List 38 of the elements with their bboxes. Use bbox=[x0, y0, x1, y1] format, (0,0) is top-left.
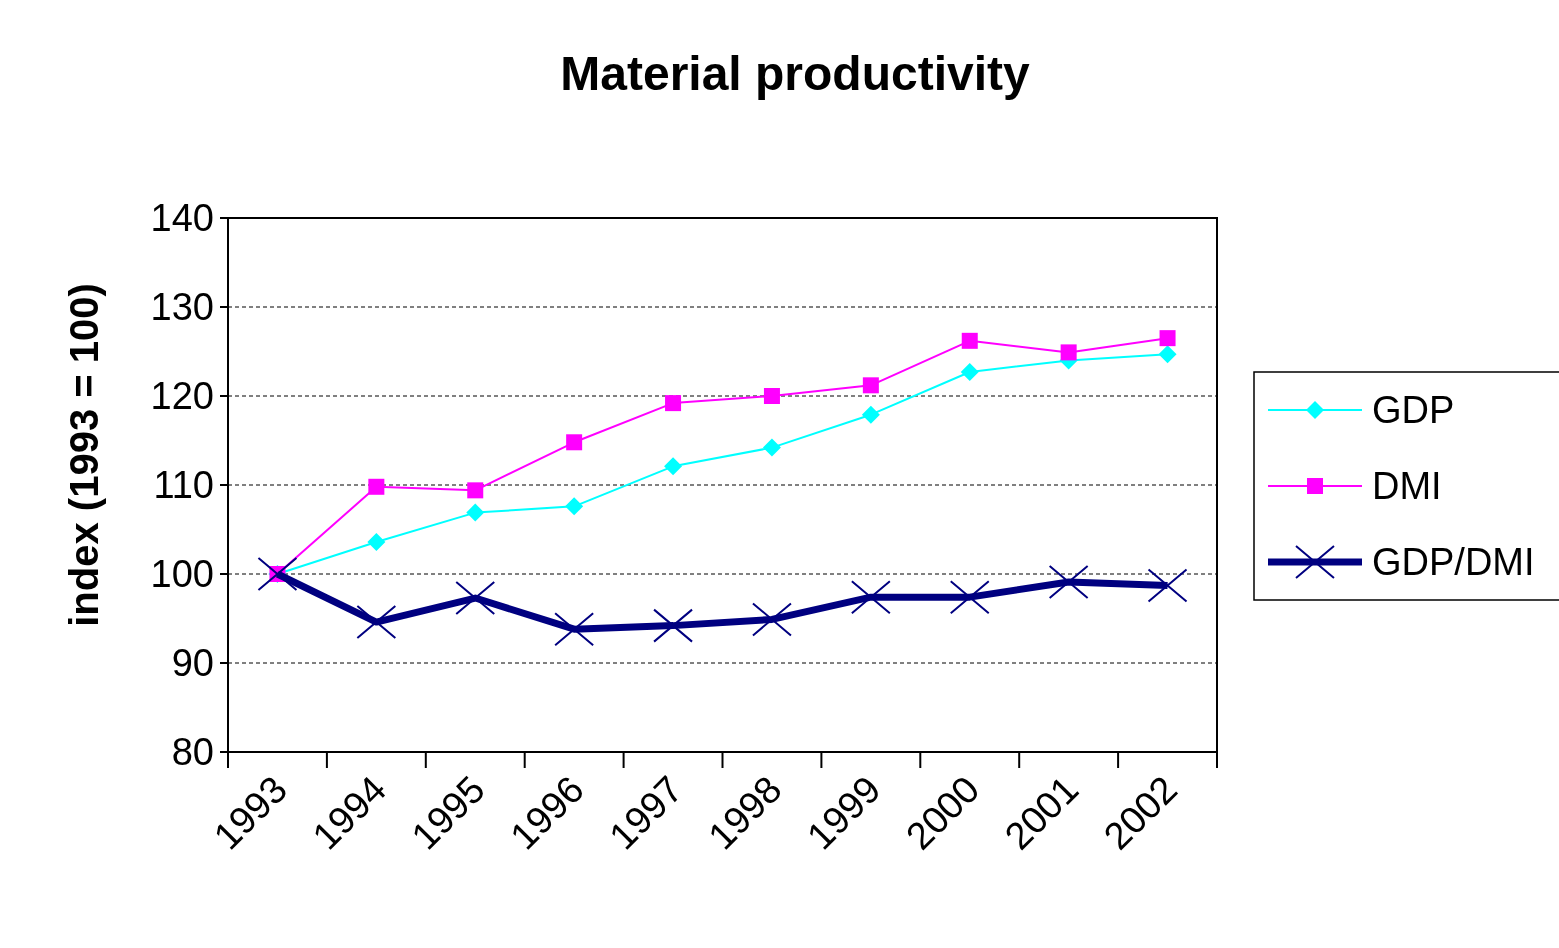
point bbox=[455, 581, 496, 616]
point bbox=[861, 405, 880, 424]
y-tick-label: 130 bbox=[150, 286, 214, 329]
point bbox=[554, 612, 595, 647]
y-tick-label: 120 bbox=[150, 375, 214, 418]
chart-title: Material productivity bbox=[560, 47, 1031, 100]
y-axis-title: index (1993 = 100) bbox=[62, 283, 106, 627]
point bbox=[1158, 345, 1177, 364]
legend-label: GDP bbox=[1372, 389, 1455, 432]
point bbox=[762, 438, 781, 457]
point bbox=[653, 608, 694, 643]
point bbox=[368, 478, 385, 495]
legend-label: GDP/DMI bbox=[1372, 541, 1535, 584]
point bbox=[664, 457, 683, 476]
point bbox=[961, 332, 978, 349]
y-tick-label: 140 bbox=[150, 197, 214, 240]
point bbox=[1159, 330, 1176, 347]
point bbox=[367, 532, 386, 551]
point bbox=[1060, 344, 1077, 361]
point bbox=[467, 482, 484, 499]
y-tick-label: 90 bbox=[171, 642, 214, 685]
y-tick-label: 100 bbox=[150, 553, 214, 596]
point bbox=[466, 503, 485, 522]
point bbox=[949, 580, 990, 615]
point bbox=[566, 434, 583, 451]
point bbox=[1147, 568, 1188, 603]
point bbox=[1048, 565, 1089, 600]
point bbox=[960, 362, 979, 381]
point bbox=[751, 602, 792, 637]
y-tick-label: 80 bbox=[171, 731, 214, 774]
point bbox=[850, 580, 891, 615]
y-tick-label: 110 bbox=[153, 464, 214, 507]
point bbox=[356, 605, 397, 640]
point bbox=[862, 377, 879, 394]
legend-label: DMI bbox=[1372, 465, 1442, 508]
point bbox=[665, 395, 682, 412]
point bbox=[565, 497, 584, 516]
point bbox=[763, 388, 780, 404]
